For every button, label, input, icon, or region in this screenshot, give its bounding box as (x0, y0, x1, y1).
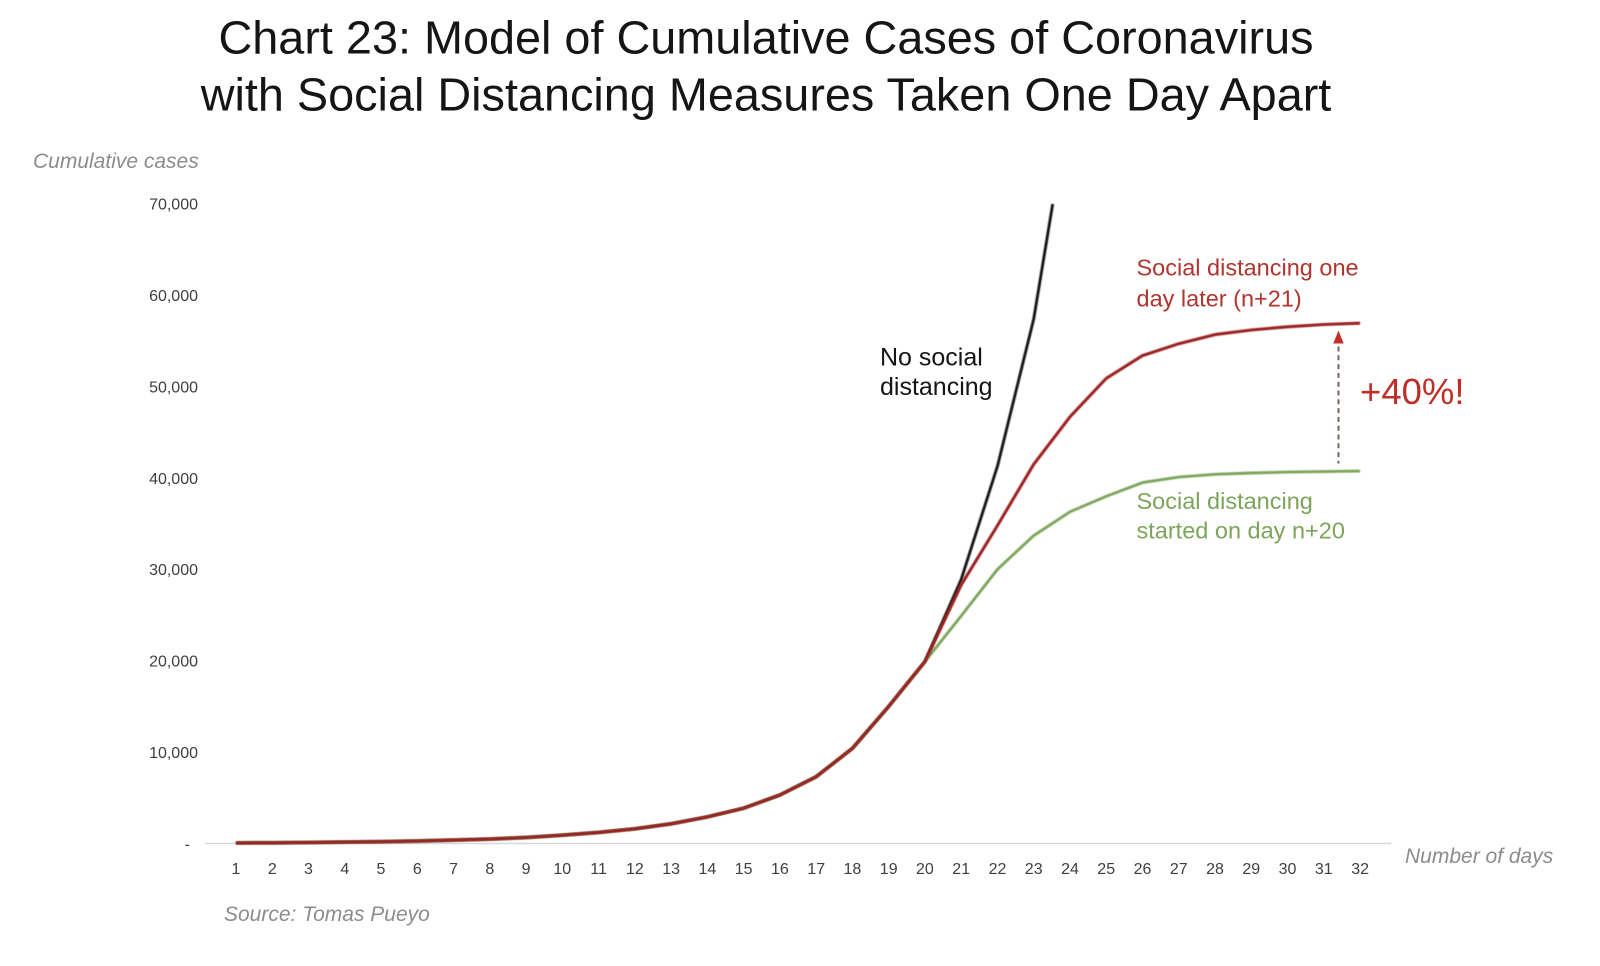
svg-text:32: 32 (1351, 861, 1369, 878)
svg-text:30,000: 30,000 (149, 562, 198, 579)
svg-text:30: 30 (1279, 861, 1297, 878)
svg-text:12: 12 (626, 861, 644, 878)
svg-text:11: 11 (590, 861, 607, 878)
svg-text:1: 1 (232, 861, 241, 878)
svg-text:2: 2 (268, 861, 277, 878)
svg-text:10: 10 (553, 861, 571, 878)
svg-text:6: 6 (413, 861, 422, 878)
svg-text:Social distancing one: Social distancing one (1137, 255, 1359, 281)
svg-text:-: - (185, 837, 190, 854)
svg-text:23: 23 (1025, 861, 1043, 878)
svg-text:19: 19 (880, 861, 898, 878)
svg-text:28: 28 (1206, 861, 1224, 878)
svg-text:8: 8 (485, 861, 494, 878)
svg-text:No social: No social (880, 344, 983, 372)
svg-text:14: 14 (699, 861, 717, 878)
svg-text:22: 22 (989, 861, 1007, 878)
svg-text:7: 7 (449, 861, 458, 878)
svg-text:with Social Distancing Measure: with Social Distancing Measures Taken On… (200, 69, 1332, 121)
svg-text:day later (n+21): day later (n+21) (1137, 286, 1302, 312)
svg-text:20,000: 20,000 (149, 654, 198, 671)
svg-text:Social distancing: Social distancing (1137, 488, 1313, 514)
svg-text:9: 9 (522, 861, 531, 878)
svg-text:15: 15 (735, 861, 753, 878)
svg-text:21: 21 (952, 861, 970, 878)
svg-text:17: 17 (807, 861, 825, 878)
svg-text:4: 4 (340, 861, 349, 878)
svg-text:29: 29 (1242, 861, 1260, 878)
svg-text:24: 24 (1061, 861, 1079, 878)
svg-text:13: 13 (662, 861, 680, 878)
svg-text:Source: Tomas Pueyo: Source: Tomas Pueyo (224, 903, 430, 926)
svg-text:60,000: 60,000 (149, 288, 198, 305)
svg-text:Number of days: Number of days (1405, 845, 1554, 868)
svg-text:distancing: distancing (880, 373, 993, 401)
svg-text:Chart 23: Model of Cumulative: Chart 23: Model of Cumulative Cases of C… (218, 12, 1313, 64)
svg-text:26: 26 (1134, 861, 1152, 878)
svg-text:25: 25 (1097, 861, 1115, 878)
svg-text:+40%!: +40%! (1360, 371, 1465, 412)
svg-text:5: 5 (377, 861, 386, 878)
svg-text:16: 16 (771, 861, 789, 878)
svg-text:10,000: 10,000 (149, 745, 198, 762)
svg-text:40,000: 40,000 (149, 471, 198, 488)
svg-text:31: 31 (1315, 861, 1333, 878)
svg-text:started on day n+20: started on day n+20 (1137, 518, 1345, 544)
svg-text:20: 20 (916, 861, 934, 878)
svg-text:70,000: 70,000 (149, 197, 198, 214)
svg-text:50,000: 50,000 (149, 379, 198, 396)
svg-text:18: 18 (844, 861, 862, 878)
svg-text:Cumulative cases: Cumulative cases (33, 150, 199, 173)
svg-text:27: 27 (1170, 861, 1188, 878)
svg-text:3: 3 (304, 861, 313, 878)
